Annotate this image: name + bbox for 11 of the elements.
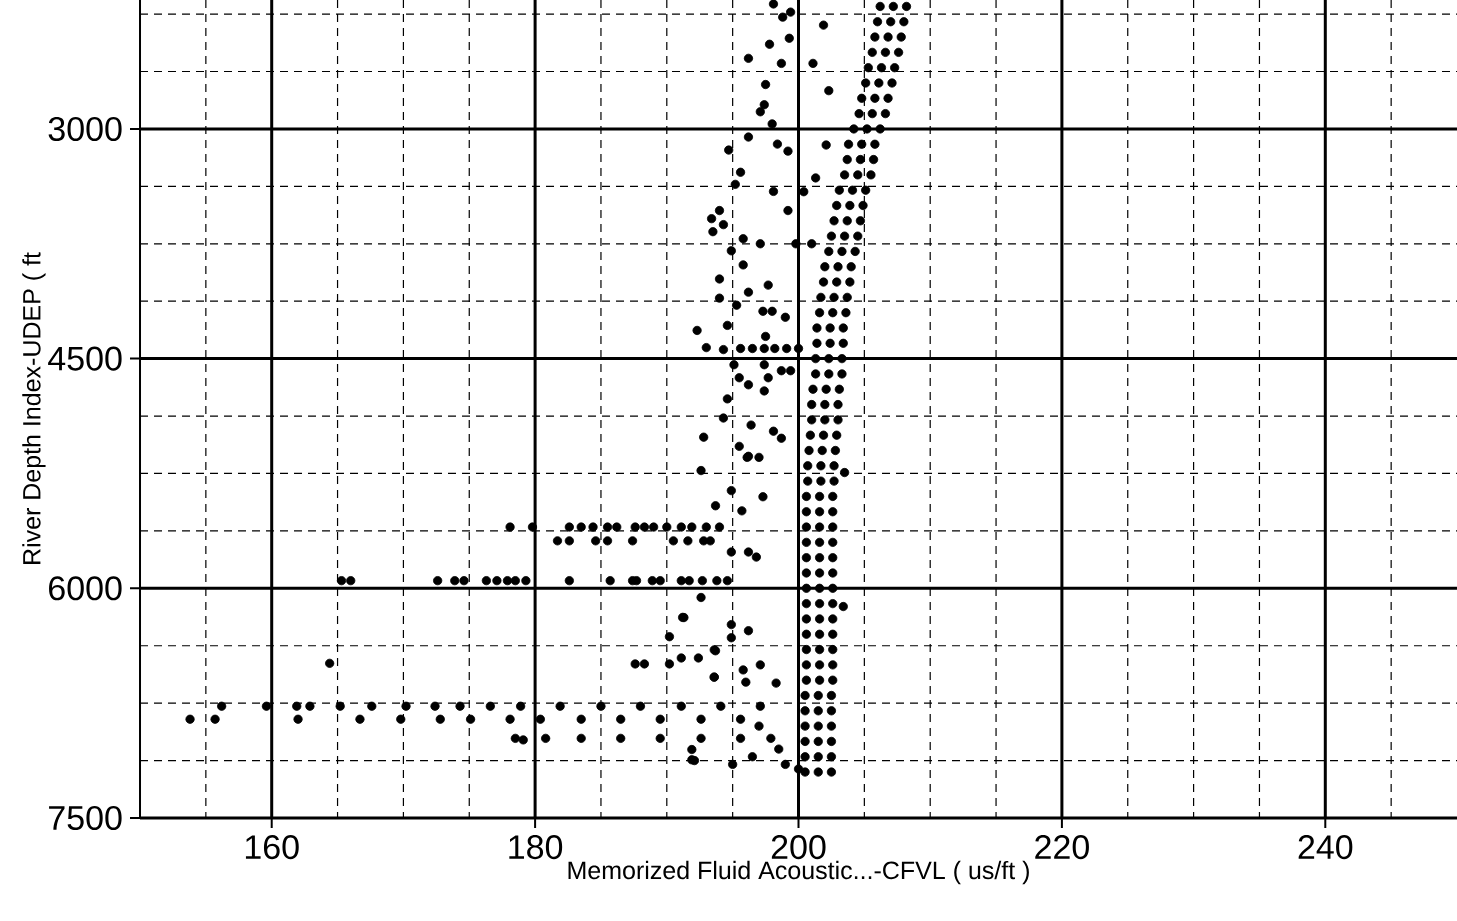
y-tick-label: 3000 xyxy=(48,116,122,141)
y-tick-label: 7500 xyxy=(49,805,122,831)
y-axis-title: River Depth Index-UDEP ( ft xyxy=(22,252,46,564)
x-tick-label: 160 xyxy=(245,835,299,860)
x-tick-label: 180 xyxy=(509,835,563,860)
y-tick-label: 6000 xyxy=(49,576,122,601)
x-tick-label: 220 xyxy=(1035,835,1089,860)
x-tick-label: 240 xyxy=(1298,835,1353,860)
x-tick-label: 200 xyxy=(771,835,826,860)
x-axis-title: Memorized Fluid Acoustic...-CFVL ( us/ft ) xyxy=(568,860,1029,885)
y-tick-label: 4500 xyxy=(48,346,122,371)
